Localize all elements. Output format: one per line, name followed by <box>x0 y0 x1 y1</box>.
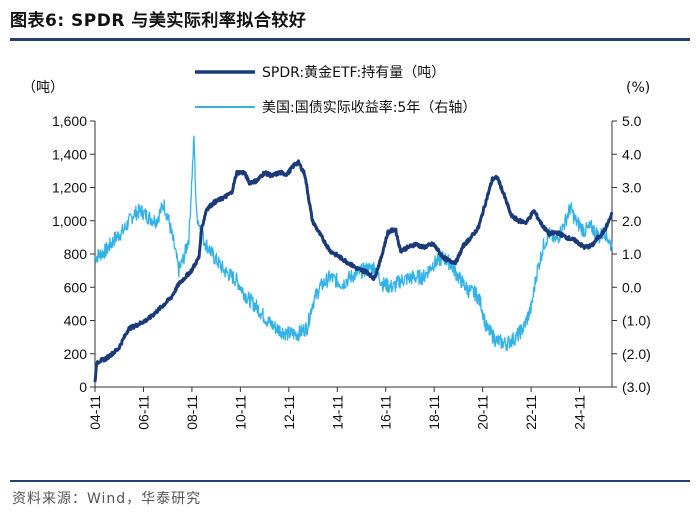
legend-label-spdr: SPDR:黄金ETF:持有量（吨） <box>262 64 445 81</box>
left-tick-label: 800 <box>64 246 88 262</box>
source-rule <box>10 480 690 482</box>
left-tick-label: 200 <box>64 346 88 362</box>
right-tick-label: (2.0) <box>622 346 651 362</box>
right-tick-label: 0.0 <box>622 279 642 295</box>
x-tick-label: 18-11 <box>426 395 442 430</box>
left-axis-unit: （吨） <box>22 80 64 96</box>
x-tick-label: 08-11 <box>184 395 200 430</box>
figure-title: 图表6: SPDR 与美实际利率拟合较好 <box>10 11 307 31</box>
right-tick-label: 5.0 <box>622 113 642 129</box>
left-tick-label: 400 <box>64 313 88 329</box>
right-tick-label: 1.0 <box>622 246 642 262</box>
series-line-real-rate <box>94 135 613 352</box>
x-tick-label: 12-11 <box>281 395 297 430</box>
right-tick-label: 4.0 <box>622 146 642 162</box>
left-tick-label: 0 <box>79 379 87 395</box>
right-tick-label: 3.0 <box>622 180 642 196</box>
series-line-spdr <box>93 159 614 383</box>
left-tick-label: 1,000 <box>52 213 87 229</box>
plot-area: 0 200 400 600 800 1,000 1,200 1,400 1,600 (3.0) (2… <box>52 113 651 430</box>
x-tick-label: 04-11 <box>87 395 103 430</box>
legend-label-real-rate: 美国:国债实际收益率:5年（右轴） <box>262 99 476 116</box>
x-tick-label: 14-11 <box>329 395 345 430</box>
chart: （吨） (%) SPDR:黄金ETF:持有量（吨） 美国:国债实际收益率:5年（… <box>22 64 651 430</box>
right-tick-label: 2.0 <box>622 213 642 229</box>
x-tick-label: 06-11 <box>135 395 151 430</box>
title-rule <box>10 38 690 41</box>
x-tick-label: 16-11 <box>378 395 394 430</box>
source-note: 资料来源：Wind，华泰研究 <box>12 491 202 507</box>
right-tick-label: (1.0) <box>622 313 651 329</box>
left-tick-label: 1,400 <box>52 146 87 162</box>
left-tick-label: 600 <box>64 279 88 295</box>
x-tick-label: 22-11 <box>523 395 539 430</box>
right-tick-label: (3.0) <box>622 379 651 395</box>
x-tick-label: 10-11 <box>232 395 248 430</box>
legend: SPDR:黄金ETF:持有量（吨） 美国:国债实际收益率:5年（右轴） <box>195 64 476 116</box>
left-tick-label: 1,200 <box>52 180 87 196</box>
x-tick-label: 20-11 <box>475 395 491 430</box>
x-tick-label: 24-11 <box>572 395 588 430</box>
left-tick-label: 1,600 <box>52 113 87 129</box>
right-axis-unit: (%) <box>626 80 650 96</box>
